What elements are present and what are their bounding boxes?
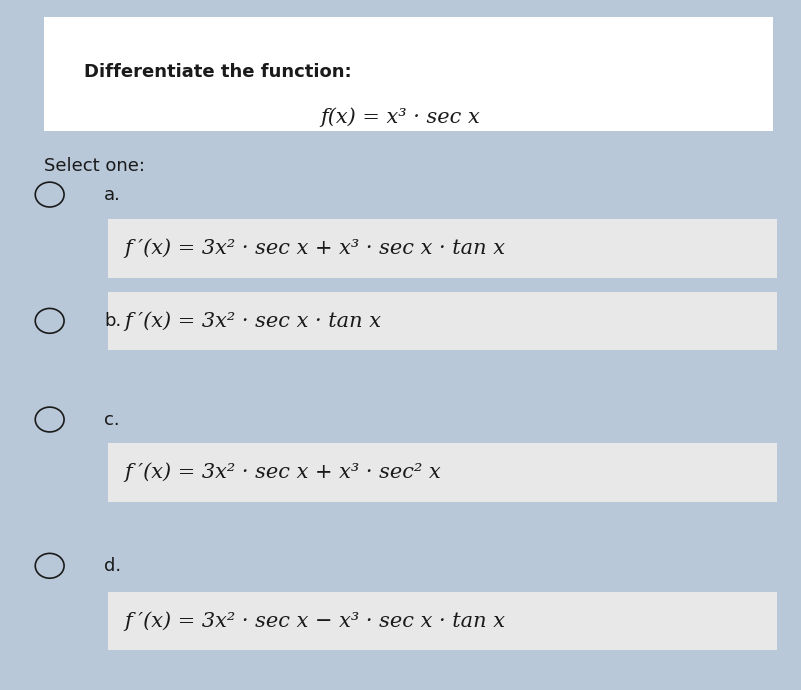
Text: b.: b.	[104, 312, 122, 330]
Text: Select one:: Select one:	[44, 157, 145, 175]
Text: f ′(x) = 3x² · sec x + x³ · sec x · tan x: f ′(x) = 3x² · sec x + x³ · sec x · tan …	[124, 239, 505, 258]
Text: f(x) = x³ · sec x: f(x) = x³ · sec x	[320, 108, 481, 127]
FancyBboxPatch shape	[108, 591, 777, 650]
Text: f ′(x) = 3x² · sec x · tan x: f ′(x) = 3x² · sec x · tan x	[124, 311, 381, 331]
Text: a.: a.	[104, 186, 121, 204]
FancyBboxPatch shape	[108, 219, 777, 277]
Text: f ′(x) = 3x² · sec x + x³ · sec² x: f ′(x) = 3x² · sec x + x³ · sec² x	[124, 463, 441, 482]
Text: Differentiate the function:: Differentiate the function:	[84, 63, 352, 81]
Text: c.: c.	[104, 411, 120, 428]
FancyBboxPatch shape	[44, 17, 773, 131]
FancyBboxPatch shape	[108, 443, 777, 502]
FancyBboxPatch shape	[108, 291, 777, 350]
Text: f ′(x) = 3x² · sec x − x³ · sec x · tan x: f ′(x) = 3x² · sec x − x³ · sec x · tan …	[124, 611, 505, 631]
Text: d.: d.	[104, 557, 121, 575]
